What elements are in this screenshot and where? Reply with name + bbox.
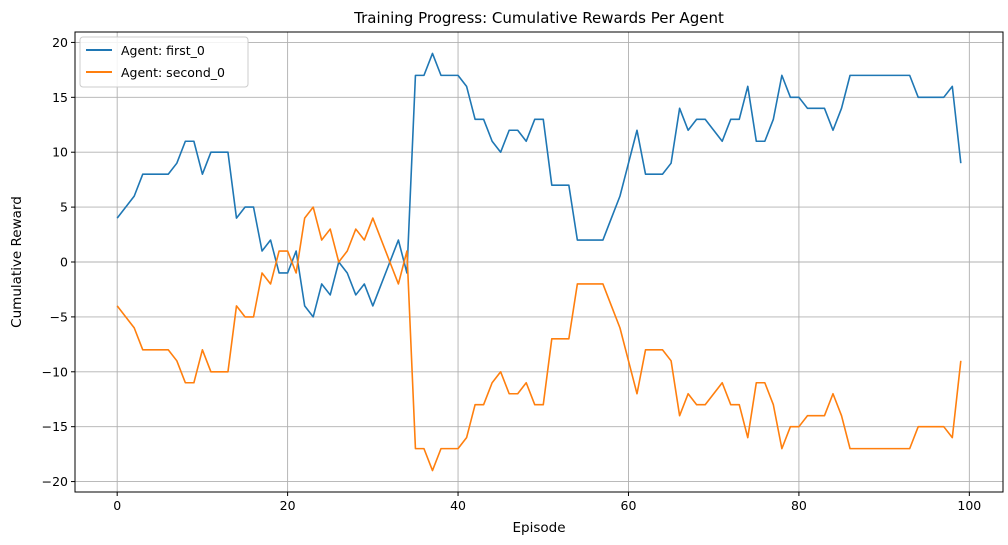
x-tick-label: 0 [113,498,121,513]
x-tick-label: 100 [957,498,981,513]
y-tick-label: 0 [60,255,68,270]
y-tick-label: −15 [42,419,68,434]
x-tick-label: 80 [791,498,807,513]
y-axis: −20 −15 −10 −5 0 5 10 15 20 [42,35,75,489]
y-axis-label: Cumulative Reward [9,196,25,328]
y-tick-label: −5 [50,309,68,324]
grid [75,32,1003,492]
series-line-1 [116,206,962,472]
series-line-0 [116,52,962,318]
y-tick-label: 20 [52,35,68,50]
y-tick-label: 5 [60,200,68,215]
y-tick-label: 10 [52,145,68,160]
y-tick-label: −20 [42,474,68,489]
legend-label-second-0: Agent: second_0 [121,65,225,80]
legend-box [79,36,249,88]
x-axis-label: Episode [512,520,565,536]
x-axis: 0 20 40 60 80 100 [113,492,981,513]
chart-title: Training Progress: Cumulative Rewards Pe… [353,9,724,27]
legend: Agent: first_0 Agent: second_0 [79,36,249,88]
legend-label-first-0: Agent: first_0 [121,43,205,58]
x-tick-label: 60 [621,498,637,513]
series-layer [116,52,962,472]
x-tick-label: 40 [450,498,466,513]
y-tick-label: −10 [42,364,68,379]
y-tick-label: 15 [52,90,68,105]
x-tick-label: 20 [280,498,296,513]
